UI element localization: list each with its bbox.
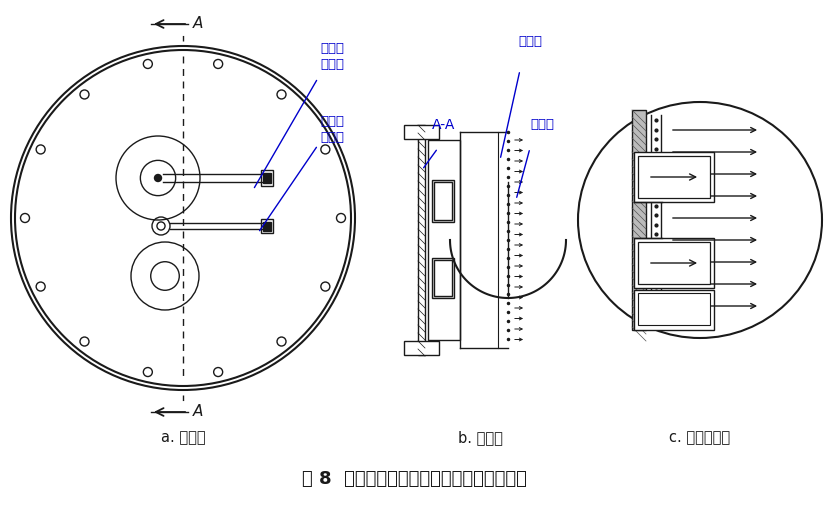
Bar (427, 140, 460, 340)
Bar (261, 219, 272, 233)
Bar (638, 242, 709, 284)
Bar (434, 260, 451, 296)
Bar (434, 182, 451, 220)
Bar (633, 290, 713, 330)
Text: a. 正视图: a. 正视图 (161, 430, 205, 445)
Circle shape (79, 337, 89, 346)
Circle shape (154, 175, 161, 181)
Circle shape (143, 368, 152, 376)
Bar (431, 258, 454, 298)
Circle shape (214, 368, 223, 376)
Circle shape (320, 145, 330, 154)
Bar (633, 152, 713, 202)
Text: 尾端端
面法兰: 尾端端 面法兰 (320, 42, 344, 71)
Bar (262, 222, 271, 231)
Circle shape (336, 213, 345, 223)
Circle shape (320, 282, 330, 291)
Ellipse shape (577, 102, 821, 338)
Circle shape (36, 145, 45, 154)
Bar (638, 293, 709, 325)
Bar (403, 125, 439, 139)
Bar (262, 173, 271, 183)
Bar (431, 180, 454, 222)
Bar (403, 341, 439, 355)
Circle shape (277, 337, 286, 346)
Circle shape (214, 59, 223, 69)
Text: 通气孔: 通气孔 (529, 118, 553, 131)
Circle shape (79, 90, 89, 99)
Text: c. 局部放大图: c. 局部放大图 (669, 430, 729, 445)
Text: b. 侧视图: b. 侧视图 (457, 430, 502, 445)
Bar (638, 156, 709, 198)
Circle shape (36, 282, 45, 291)
Bar (261, 170, 272, 186)
Circle shape (143, 59, 152, 69)
Text: 均气板: 均气板 (518, 35, 542, 48)
Text: 尾端进
气管道: 尾端进 气管道 (320, 115, 344, 144)
Circle shape (277, 90, 286, 99)
Text: 图 8  优化后的尾端端面法兰进气结构示意图: 图 8 优化后的尾端端面法兰进气结构示意图 (301, 470, 526, 488)
Text: A: A (193, 16, 203, 31)
Bar (417, 125, 425, 355)
Text: A-A: A-A (431, 118, 455, 132)
Bar (631, 110, 645, 330)
Text: A: A (193, 404, 203, 420)
Circle shape (21, 213, 30, 223)
Bar (633, 238, 713, 288)
